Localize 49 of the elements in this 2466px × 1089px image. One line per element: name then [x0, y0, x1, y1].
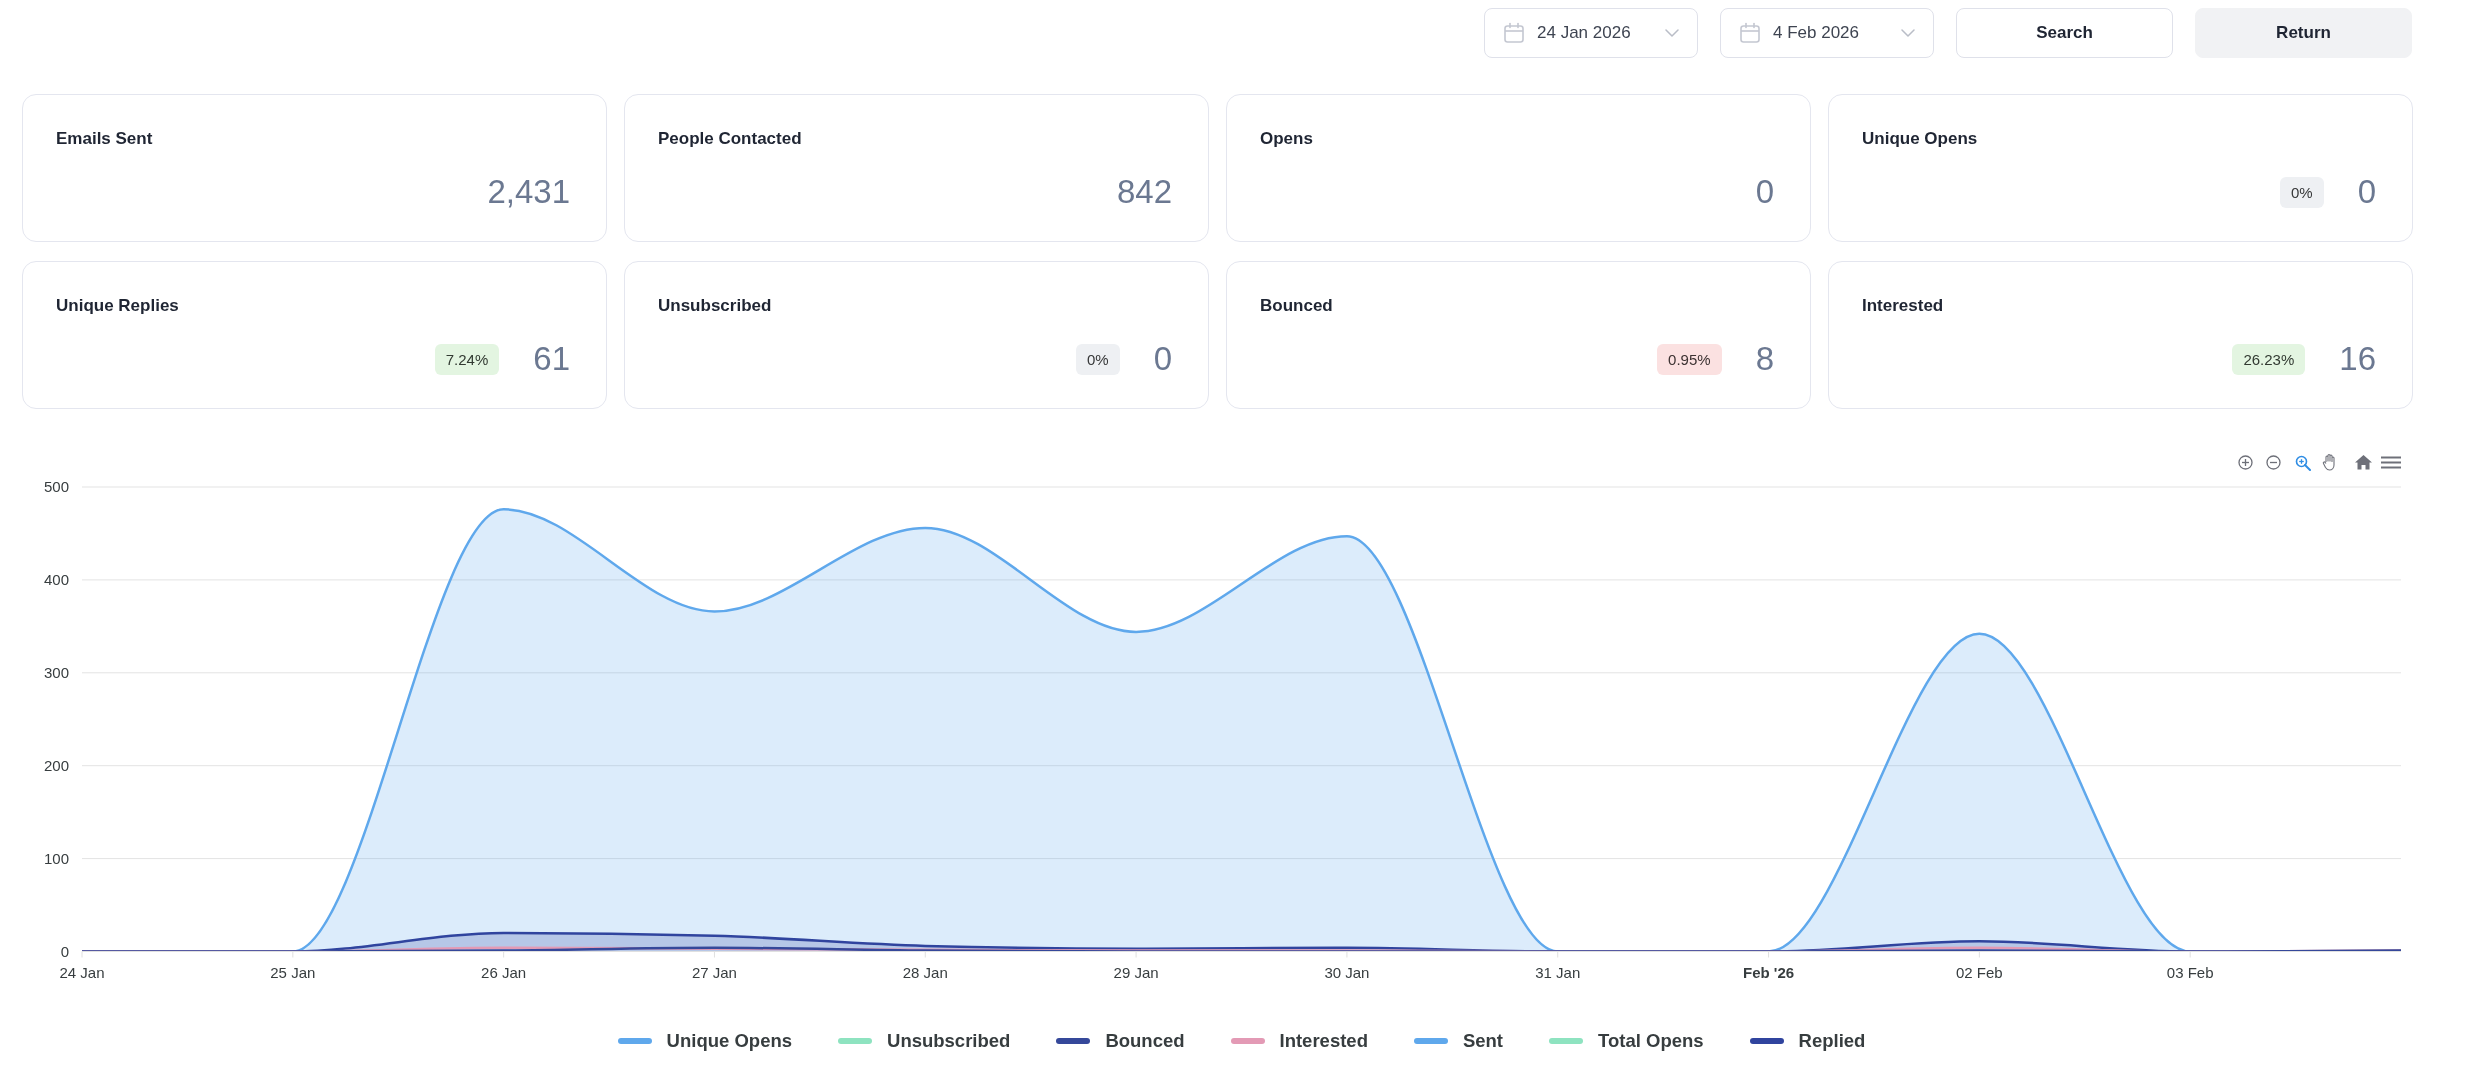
text: Bounced	[1260, 296, 1333, 316]
y-tick-label: 500	[43, 478, 69, 496]
legend-label: Total Opens	[1598, 1030, 1704, 1052]
x-tick-label: 02 Feb	[1956, 963, 2003, 981]
legend-label: Unique Opens	[666, 1030, 793, 1052]
text: 0.95%	[1657, 343, 1722, 375]
text: Emails Sent	[56, 129, 153, 149]
text: 0	[2357, 172, 2376, 212]
y-tick-label: 400	[43, 571, 69, 589]
legend-label: Replied	[1798, 1030, 1866, 1052]
text: 61	[533, 339, 570, 379]
text: 0%	[2279, 176, 2324, 208]
text: People Contacted	[658, 129, 802, 149]
legend-label: Unsubscribed	[887, 1030, 1011, 1052]
text: 16	[2339, 339, 2376, 379]
text: Opens	[1260, 129, 1313, 149]
y-tick-label: 300	[43, 664, 69, 682]
text: 26.23%	[2232, 343, 2306, 375]
text: Return	[2276, 23, 2331, 43]
legend-label: Bounced	[1105, 1030, 1185, 1052]
text: 0	[1755, 172, 1774, 212]
x-tick-label: 29 Jan	[1113, 963, 1159, 981]
y-tick-label: 0	[60, 942, 69, 960]
text: 24 Jan 2026	[1537, 23, 1632, 43]
text: 8	[1755, 339, 1774, 379]
x-tick-label: 25 Jan	[270, 963, 316, 981]
text: Unique Replies	[56, 296, 179, 316]
text: Interested	[1862, 296, 1944, 316]
x-tick-label: 03 Feb	[2166, 963, 2214, 981]
text: 0%	[1075, 343, 1120, 375]
legend-label: Sent	[1462, 1030, 1504, 1052]
y-tick-label: 200	[43, 757, 69, 775]
x-tick-label: 24 Jan	[59, 963, 105, 981]
text: Unsubscribed	[658, 296, 772, 316]
x-tick-label: 27 Jan	[691, 963, 737, 981]
text: 0	[1153, 339, 1172, 379]
text: 7.24%	[434, 343, 500, 375]
y-tick-label: 100	[43, 849, 69, 867]
x-tick-label: 30 Jan	[1324, 963, 1370, 981]
legend-label: Interested	[1279, 1030, 1368, 1052]
text: 842	[1116, 172, 1172, 212]
text: Unique Opens	[1862, 129, 1978, 149]
x-tick-label: 31 Jan	[1535, 963, 1581, 981]
x-tick-label: 26 Jan	[481, 963, 527, 981]
x-tick-label: 28 Jan	[902, 963, 948, 981]
x-tick-label: Feb '26	[1743, 963, 1795, 981]
text: Search	[2036, 23, 2093, 43]
text: 2,431	[487, 172, 570, 212]
text: 4 Feb 2026	[1773, 23, 1860, 43]
